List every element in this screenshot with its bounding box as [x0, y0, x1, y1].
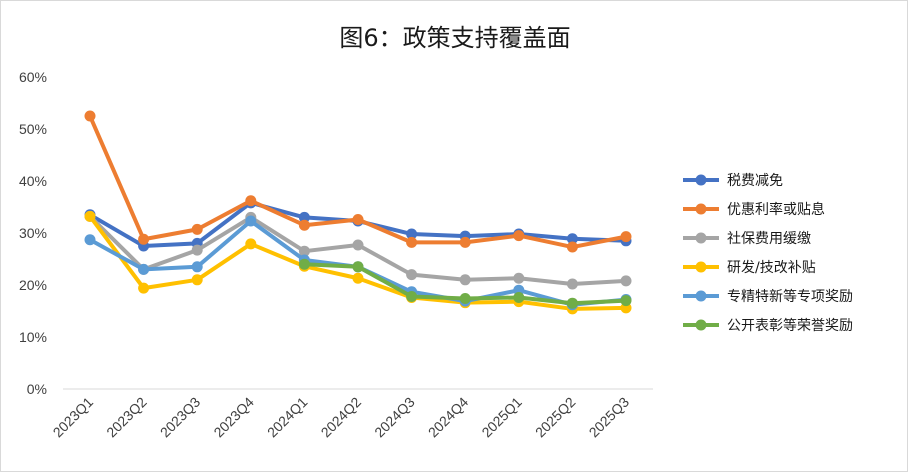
x-tick-label: 2023Q4 [210, 394, 257, 441]
legend-swatch-marker [695, 174, 707, 186]
legend-item: 社保费用缓缴 [683, 231, 811, 247]
data-point [298, 211, 310, 223]
series-layer [84, 110, 632, 315]
x-tick-label: 2025Q1 [478, 394, 525, 441]
data-point [245, 238, 257, 250]
data-point [459, 274, 471, 286]
data-point [513, 272, 525, 284]
data-point [513, 291, 525, 303]
data-point [513, 230, 525, 242]
data-point [566, 297, 578, 309]
legend: 税费减免优惠利率或贴息社保费用缓缴研发/技改补贴专精特新等专项奖励公开表彰等荣誉… [683, 173, 853, 334]
x-tick-label: 2024Q3 [371, 394, 418, 441]
y-tick-label: 30% [19, 225, 47, 241]
data-point [406, 236, 418, 248]
data-point [352, 213, 364, 225]
legend-item: 研发/技改补贴 [683, 260, 816, 276]
data-point [566, 233, 578, 245]
y-tick-label: 40% [19, 173, 47, 189]
data-point [459, 293, 471, 305]
data-point [620, 295, 632, 307]
legend-item: 公开表彰等荣誉奖励 [683, 317, 853, 334]
data-point [566, 241, 578, 253]
data-point [298, 258, 310, 270]
data-point [245, 195, 257, 207]
y-tick-label: 60% [19, 69, 47, 85]
data-point [191, 223, 203, 235]
data-point [84, 110, 96, 122]
y-tick-label: 10% [19, 329, 47, 345]
legend-swatch-marker [695, 319, 707, 331]
series-2 [84, 110, 632, 253]
legend-item: 专精特新等专项奖励 [683, 288, 853, 305]
data-point [191, 261, 203, 273]
x-tick-label: 2023Q3 [157, 394, 204, 441]
legend-swatch-marker [695, 232, 707, 244]
data-point [352, 239, 364, 251]
legend-label: 研发/技改补贴 [727, 260, 816, 276]
x-tick-label: 2024Q2 [318, 394, 365, 441]
x-tick-label: 2025Q2 [532, 394, 579, 441]
series-6 [298, 258, 632, 309]
data-point [245, 215, 257, 227]
x-tick-label: 2024Q1 [264, 394, 311, 441]
chart-title: 图6：政策支持覆盖面 [339, 24, 571, 52]
legend-item: 税费减免 [683, 173, 783, 189]
legend-label: 专精特新等专项奖励 [727, 288, 853, 305]
x-tick-label: 2023Q1 [50, 394, 97, 441]
data-point [84, 210, 96, 222]
data-point [191, 244, 203, 256]
y-tick-label: 0% [27, 381, 47, 397]
data-point [352, 261, 364, 273]
data-point [298, 219, 310, 231]
data-point [620, 231, 632, 243]
data-point [406, 290, 418, 302]
legend-swatch-marker [695, 261, 707, 273]
legend-label: 公开表彰等荣誉奖励 [727, 317, 853, 334]
data-point [459, 236, 471, 248]
data-point [352, 272, 364, 284]
data-point [138, 282, 150, 294]
legend-label: 社保费用缓缴 [727, 231, 811, 247]
data-point [191, 274, 203, 286]
legend-swatch-marker [695, 203, 707, 215]
legend-label: 税费减免 [727, 173, 783, 189]
x-tick-label: 2023Q2 [103, 394, 150, 441]
legend-swatch-marker [695, 290, 707, 302]
data-point [138, 233, 150, 245]
data-point [298, 245, 310, 257]
data-point [84, 234, 96, 246]
series-line [88, 114, 628, 250]
data-point [406, 228, 418, 240]
x-tick-label: 2024Q4 [425, 394, 472, 441]
y-tick-label: 50% [19, 121, 47, 137]
y-tick-label: 20% [19, 277, 47, 293]
data-point [138, 263, 150, 275]
legend-label: 优惠利率或贴息 [727, 201, 825, 218]
data-point [566, 278, 578, 290]
data-point [620, 275, 632, 287]
x-tick-label: 2025Q3 [586, 394, 633, 441]
data-point [406, 269, 418, 281]
legend-item: 优惠利率或贴息 [683, 201, 825, 218]
